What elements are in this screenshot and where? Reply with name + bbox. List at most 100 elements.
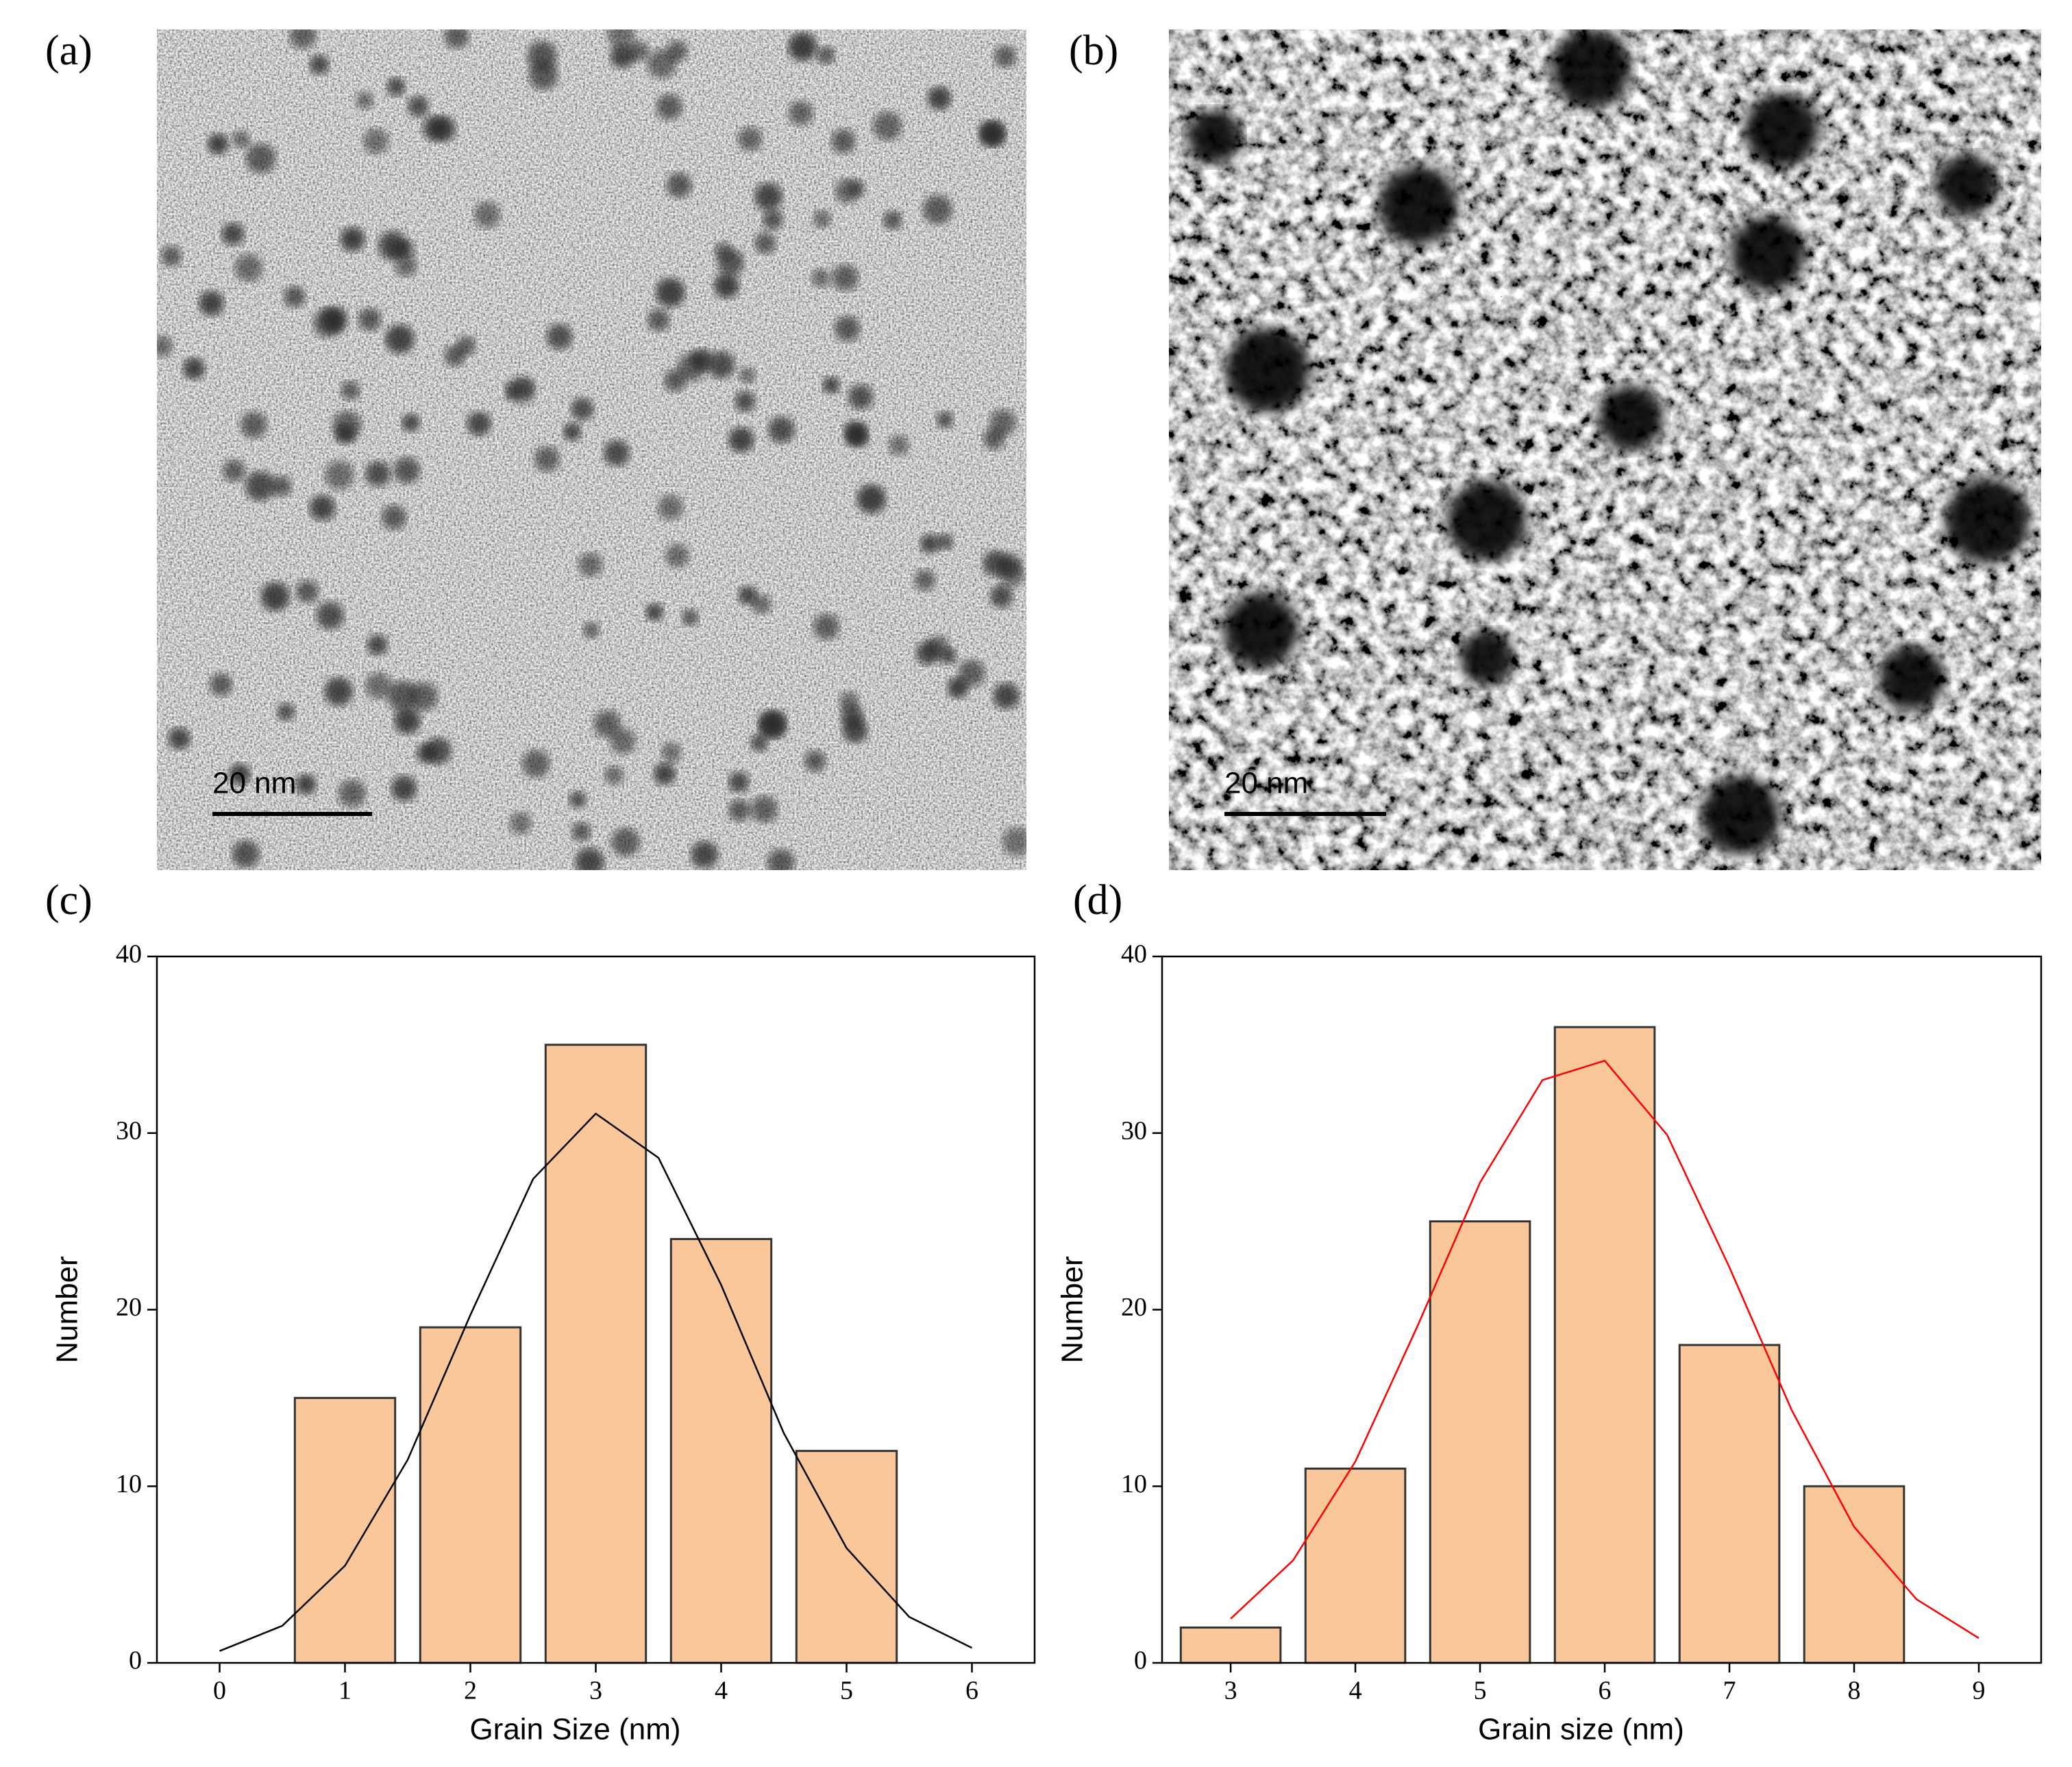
particle — [277, 703, 295, 721]
y-tick-label: 20 — [116, 1293, 142, 1322]
particle — [915, 641, 940, 665]
particle — [666, 40, 688, 62]
scale-bar-label: 20 nm — [212, 767, 296, 800]
particle — [578, 552, 603, 577]
panel-label: (b) — [1069, 27, 1118, 74]
y-tick-label: 20 — [1121, 1293, 1147, 1322]
particle — [936, 533, 954, 551]
particle — [1730, 216, 1805, 291]
bar — [293, 1396, 397, 1664]
x-tick-label: 8 — [1848, 1677, 1861, 1705]
particle — [936, 411, 954, 428]
particle — [750, 795, 778, 823]
particle — [161, 245, 182, 267]
particle — [341, 380, 360, 401]
panel-label: (a) — [45, 27, 92, 74]
panel-label: (d) — [1073, 877, 1122, 924]
particle — [424, 737, 452, 765]
particle — [289, 29, 317, 49]
particle — [788, 100, 813, 125]
particle — [735, 391, 756, 412]
particle — [811, 269, 830, 288]
particle — [1002, 827, 1026, 856]
particle — [856, 484, 887, 514]
particle — [367, 634, 388, 656]
bar — [1678, 1344, 1781, 1664]
particle — [1936, 154, 1997, 216]
particle — [321, 306, 347, 333]
particle — [813, 613, 840, 640]
y-tick-label: 30 — [1121, 1116, 1147, 1145]
particle — [271, 475, 292, 497]
particle — [515, 380, 534, 397]
particle — [842, 717, 868, 743]
particle — [234, 254, 263, 282]
particle — [661, 741, 682, 763]
x-tick-label: 5 — [1474, 1677, 1487, 1705]
x-tick-label: 2 — [464, 1677, 477, 1705]
particle — [569, 791, 587, 808]
particle — [751, 593, 772, 615]
particle — [385, 324, 415, 354]
particle — [656, 277, 685, 308]
particle — [958, 659, 985, 687]
particle — [199, 291, 224, 316]
particle — [444, 29, 469, 49]
particle — [1551, 29, 1631, 108]
x-tick-label: 4 — [715, 1677, 728, 1705]
particle — [295, 580, 319, 604]
particle — [657, 494, 684, 521]
particle — [473, 201, 501, 228]
particle — [365, 672, 392, 700]
scale-bar-label: 20 nm — [1224, 767, 1308, 800]
fit-curve — [1230, 1059, 1980, 1639]
particle — [604, 765, 624, 785]
particle — [611, 828, 640, 856]
particle — [183, 357, 206, 380]
particle — [546, 323, 573, 350]
particle — [221, 222, 245, 245]
particle — [645, 603, 664, 621]
particle — [210, 673, 233, 696]
particle — [356, 91, 373, 110]
particle — [393, 457, 420, 484]
particle — [316, 602, 344, 630]
particle — [927, 86, 952, 110]
particle — [245, 471, 275, 502]
particle — [804, 750, 826, 772]
particle — [522, 750, 550, 778]
particle — [831, 129, 856, 153]
x-tick-label: 6 — [1599, 1677, 1612, 1705]
particle — [335, 424, 356, 445]
particle — [888, 434, 910, 456]
particle — [391, 776, 417, 802]
particle — [340, 227, 365, 252]
x-tick-label: 0 — [213, 1677, 226, 1705]
x-tick-label: 3 — [589, 1677, 602, 1705]
tem-image — [157, 29, 1026, 870]
particle — [922, 195, 953, 225]
particle — [382, 505, 407, 530]
particle — [978, 121, 1004, 147]
particle — [571, 397, 594, 421]
particle — [168, 727, 190, 750]
particle — [593, 710, 621, 738]
particle — [682, 608, 699, 626]
particle — [728, 771, 750, 793]
particle — [394, 707, 421, 734]
particle — [914, 569, 936, 591]
particle — [813, 210, 832, 229]
particle — [656, 94, 682, 120]
particle — [647, 308, 670, 332]
particle — [728, 427, 754, 453]
y-tick-label: 10 — [116, 1470, 142, 1498]
particle — [571, 821, 591, 841]
particle — [1701, 776, 1780, 855]
particle — [575, 848, 604, 870]
particle — [739, 367, 756, 384]
particle — [1459, 630, 1514, 685]
particle — [324, 677, 353, 706]
particle — [817, 46, 835, 64]
particle — [663, 369, 687, 392]
particle — [628, 40, 649, 62]
